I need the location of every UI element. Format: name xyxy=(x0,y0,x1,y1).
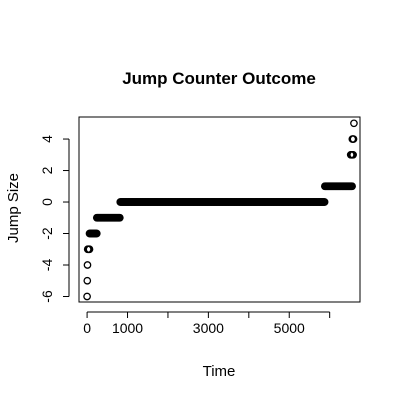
data-points xyxy=(83,119,358,301)
data-point xyxy=(115,213,124,222)
chart-title: Jump Counter Outcome xyxy=(122,69,316,88)
x-tick-label: 5000 xyxy=(274,320,305,336)
plot-frame xyxy=(78,116,361,303)
data-point xyxy=(350,119,358,128)
data-point xyxy=(83,292,91,301)
y-tick-label: 4 xyxy=(39,135,55,143)
data-point xyxy=(320,198,329,206)
data-point xyxy=(83,261,92,269)
data-point xyxy=(348,182,356,191)
x-axis: 0 1000 3000 5000 xyxy=(83,311,331,336)
y-tick-label: 0 xyxy=(39,198,55,206)
data-point xyxy=(83,276,92,285)
y-tick-label: -4 xyxy=(39,259,55,272)
y-tick-label: -2 xyxy=(39,227,55,240)
x-axis-label: Time xyxy=(203,363,236,380)
data-point xyxy=(92,229,101,238)
y-axis-label: Jump Size xyxy=(5,173,22,243)
data-point xyxy=(349,135,358,143)
data-point xyxy=(85,245,94,254)
data-point xyxy=(349,150,357,159)
y-axis: -6 -4 -2 0 2 4 xyxy=(39,135,70,303)
y-tick-label: -6 xyxy=(39,290,55,303)
x-tick-label: 3000 xyxy=(193,320,224,336)
y-tick-label: 2 xyxy=(39,166,55,174)
x-tick-label: 1000 xyxy=(112,320,143,336)
x-tick-label: 0 xyxy=(83,320,91,336)
